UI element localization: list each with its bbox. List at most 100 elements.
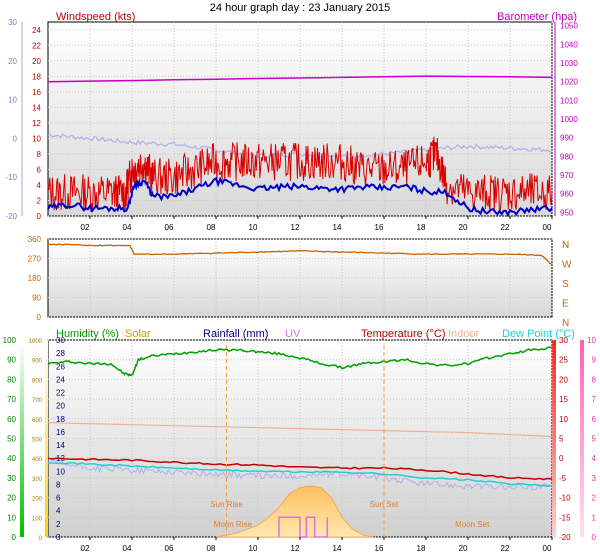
multi-series [47, 346, 553, 538]
windspeed-tick: 24 [32, 26, 41, 35]
outer-tick: -20 [5, 212, 17, 221]
direction-tick: 0 [37, 313, 42, 322]
barometer-tick-labels: 1050 1040 1030 1020 1010 1000 990 980 970 960 950 [560, 22, 578, 218]
solar-tick: 500 [32, 438, 43, 444]
uv-tick: 6 [592, 415, 597, 424]
rainfall-tick: 10 [56, 467, 65, 476]
humidity-tick: 90 [7, 356, 16, 365]
rainfall-tick: 8 [56, 480, 61, 489]
outer-tick: 30 [8, 18, 17, 27]
windspeed-tick: 4 [37, 181, 42, 190]
rainfall-tick: 16 [56, 428, 65, 437]
compass-label: E [562, 299, 569, 310]
solar-area [215, 485, 374, 538]
time-tick: 14 [333, 544, 342, 553]
windspeed-tick: 18 [32, 72, 41, 81]
temperature-tick: 30 [559, 336, 568, 345]
barometer-tick: 1050 [560, 22, 578, 31]
rainfall-tick: 2 [56, 520, 61, 529]
humidity-tick: 60 [7, 415, 16, 424]
wind-gust-line [47, 136, 553, 213]
solar-tick: 1000 [29, 339, 43, 345]
time-tick: 10 [249, 223, 258, 232]
humidity-tick: 10 [7, 513, 16, 522]
humidity-tick: 0 [12, 533, 17, 542]
legend-item: Solar [125, 328, 151, 340]
time-tick: 22 [501, 223, 510, 232]
uv-tick: 7 [592, 395, 597, 404]
uv-tick: 9 [592, 356, 597, 365]
windspeed-tick: 0 [37, 212, 42, 221]
windspeed-tick: 14 [32, 103, 41, 112]
wind-average-line [47, 176, 553, 218]
windspeed-tick: 10 [32, 134, 41, 143]
direction-line [47, 243, 553, 266]
temperature-tick: 15 [559, 395, 568, 404]
humidity-tick: 50 [7, 435, 16, 444]
solar-tick: 400 [32, 457, 43, 463]
time-tick: 18 [417, 223, 426, 232]
time-tick: 00 [543, 223, 552, 232]
rainfall-tick: 14 [56, 441, 65, 450]
sun-moon-label: Moon Set [455, 520, 490, 529]
legend-item: Dew Point (°C) [502, 328, 575, 340]
compass-label: S [562, 279, 569, 290]
direction-tick-labels: 360 270 180 90 0 [28, 235, 42, 322]
temperature-tick: -5 [559, 474, 567, 483]
barometer-tick: 960 [560, 190, 574, 199]
temperature-tick: 0 [559, 454, 564, 463]
solar-tick: 200 [32, 497, 43, 503]
solar-color-bar [45, 340, 48, 537]
multi-time-tick-labels: 02 04 06 08 10 12 14 16 18 20 22 00 [81, 537, 553, 553]
uv-tick: 1 [592, 513, 597, 522]
solar-tick: 700 [32, 398, 43, 404]
barometer-tick: 990 [560, 134, 574, 143]
solar-tick: 600 [32, 418, 43, 424]
uv-tick: 8 [592, 375, 597, 384]
legend-item: Humidity (%) [56, 328, 119, 340]
rainfall-tick: 20 [56, 402, 65, 411]
direction-series [47, 243, 553, 266]
uv-tick: 3 [592, 474, 597, 483]
direction-tick: 270 [28, 255, 42, 264]
solar-tick: 100 [32, 516, 43, 522]
solar-tick: 800 [32, 378, 43, 384]
wind-time-tick-labels: 02 04 06 08 10 12 14 16 18 20 22 00 [81, 216, 553, 232]
solar-tick: 300 [32, 477, 43, 483]
humidity-tick: 40 [7, 454, 16, 463]
uv-tick: 10 [587, 336, 596, 345]
windspeed-axis-label: Windspeed (kts) [56, 11, 135, 23]
temperature-tick: -10 [559, 494, 571, 503]
barometer-tick: 1000 [560, 115, 578, 124]
rainfall-tick: 28 [56, 349, 65, 358]
time-tick: 04 [123, 223, 132, 232]
barometer-tick: 1010 [560, 96, 578, 105]
outer-tick: 20 [8, 57, 17, 66]
direction-tick: 90 [32, 294, 41, 303]
time-tick: 06 [165, 223, 174, 232]
time-tick: 10 [249, 544, 258, 553]
outer-series-line [47, 133, 553, 159]
rainfall-tick: 4 [56, 507, 61, 516]
time-tick: 12 [291, 223, 300, 232]
sun-moon-label: Moon Rise [214, 520, 253, 529]
humidity-tick: 100 [3, 336, 17, 345]
barometer-tick: 950 [560, 208, 574, 217]
humidity-line [47, 346, 553, 377]
direction-tick: 180 [28, 274, 42, 283]
extra-temperature-line [47, 459, 553, 491]
time-tick: 14 [333, 223, 342, 232]
humidity-tick: 30 [7, 474, 16, 483]
temperature-tick: 5 [559, 435, 564, 444]
time-tick: 22 [501, 544, 510, 553]
humidity-color-bar [20, 340, 24, 537]
uv-tick: 4 [592, 454, 597, 463]
legend: Humidity (%) Solar Rainfall (mm) UV Temperat… [56, 328, 575, 340]
indoor-line [47, 422, 553, 438]
time-tick: 08 [207, 544, 216, 553]
solar-tick: 0 [39, 536, 43, 542]
chart-title: 24 hour graph day : 23 January 2015 [210, 2, 390, 14]
barometer-tick: 1020 [560, 78, 578, 87]
compass-label: W [562, 260, 572, 271]
